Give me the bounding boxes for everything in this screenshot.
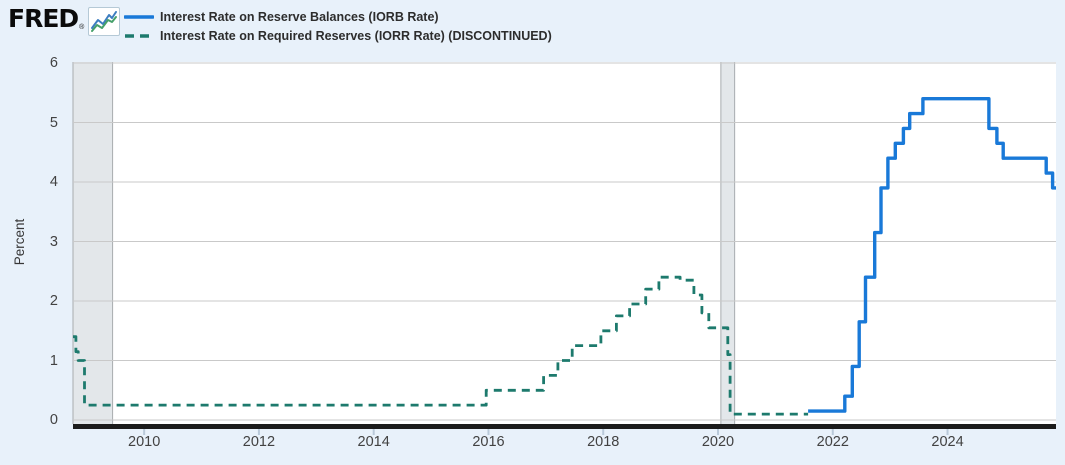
recession-band — [720, 62, 735, 424]
legend-item-iorr: Interest Rate on Required Reserves (IORR… — [124, 26, 552, 45]
x-tick-label: 2016 — [472, 434, 505, 450]
x-tick-label: 2018 — [587, 434, 620, 450]
fred-logo-chart-icon — [88, 7, 120, 36]
legend-label-iorr: Interest Rate on Required Reserves (IORR… — [160, 28, 552, 43]
x-tick-label: 2014 — [357, 434, 390, 450]
y-tick-label: 3 — [49, 233, 58, 250]
x-tick-label: 2024 — [931, 434, 964, 450]
iorr-line-path — [73, 275, 809, 416]
y-tick-label: 5 — [49, 114, 58, 131]
recession-band — [73, 62, 113, 424]
fred-logo-text: FRED — [8, 4, 79, 33]
iorb-line-path — [808, 97, 1056, 413]
y-tick-label: 6 — [49, 55, 58, 71]
y-tick-label: 1 — [49, 352, 58, 369]
iorr-line-swatch — [125, 33, 153, 38]
legend-item-iorb: Interest Rate on Reserve Balances (IORB … — [124, 7, 552, 26]
x-tick-label: 2010 — [128, 434, 161, 450]
y-tick-label: 2 — [49, 293, 58, 309]
x-tick-label: 2022 — [816, 434, 849, 450]
y-tick-label: 0 — [49, 412, 58, 428]
fred-logo-registered-mark: ® — [79, 24, 85, 31]
fred-logo[interactable]: FRED ® — [8, 4, 84, 34]
chart-legend: Interest Rate on Reserve Balances (IORB … — [124, 7, 552, 45]
legend-label-iorb: Interest Rate on Reserve Balances (IORB … — [160, 9, 439, 24]
iorb-line-swatch — [124, 14, 154, 19]
y-tick-label: 4 — [49, 174, 58, 190]
x-axis-bar — [73, 424, 1056, 429]
x-tick-label: 2020 — [701, 434, 735, 450]
x-tick-label: 2012 — [242, 434, 276, 450]
